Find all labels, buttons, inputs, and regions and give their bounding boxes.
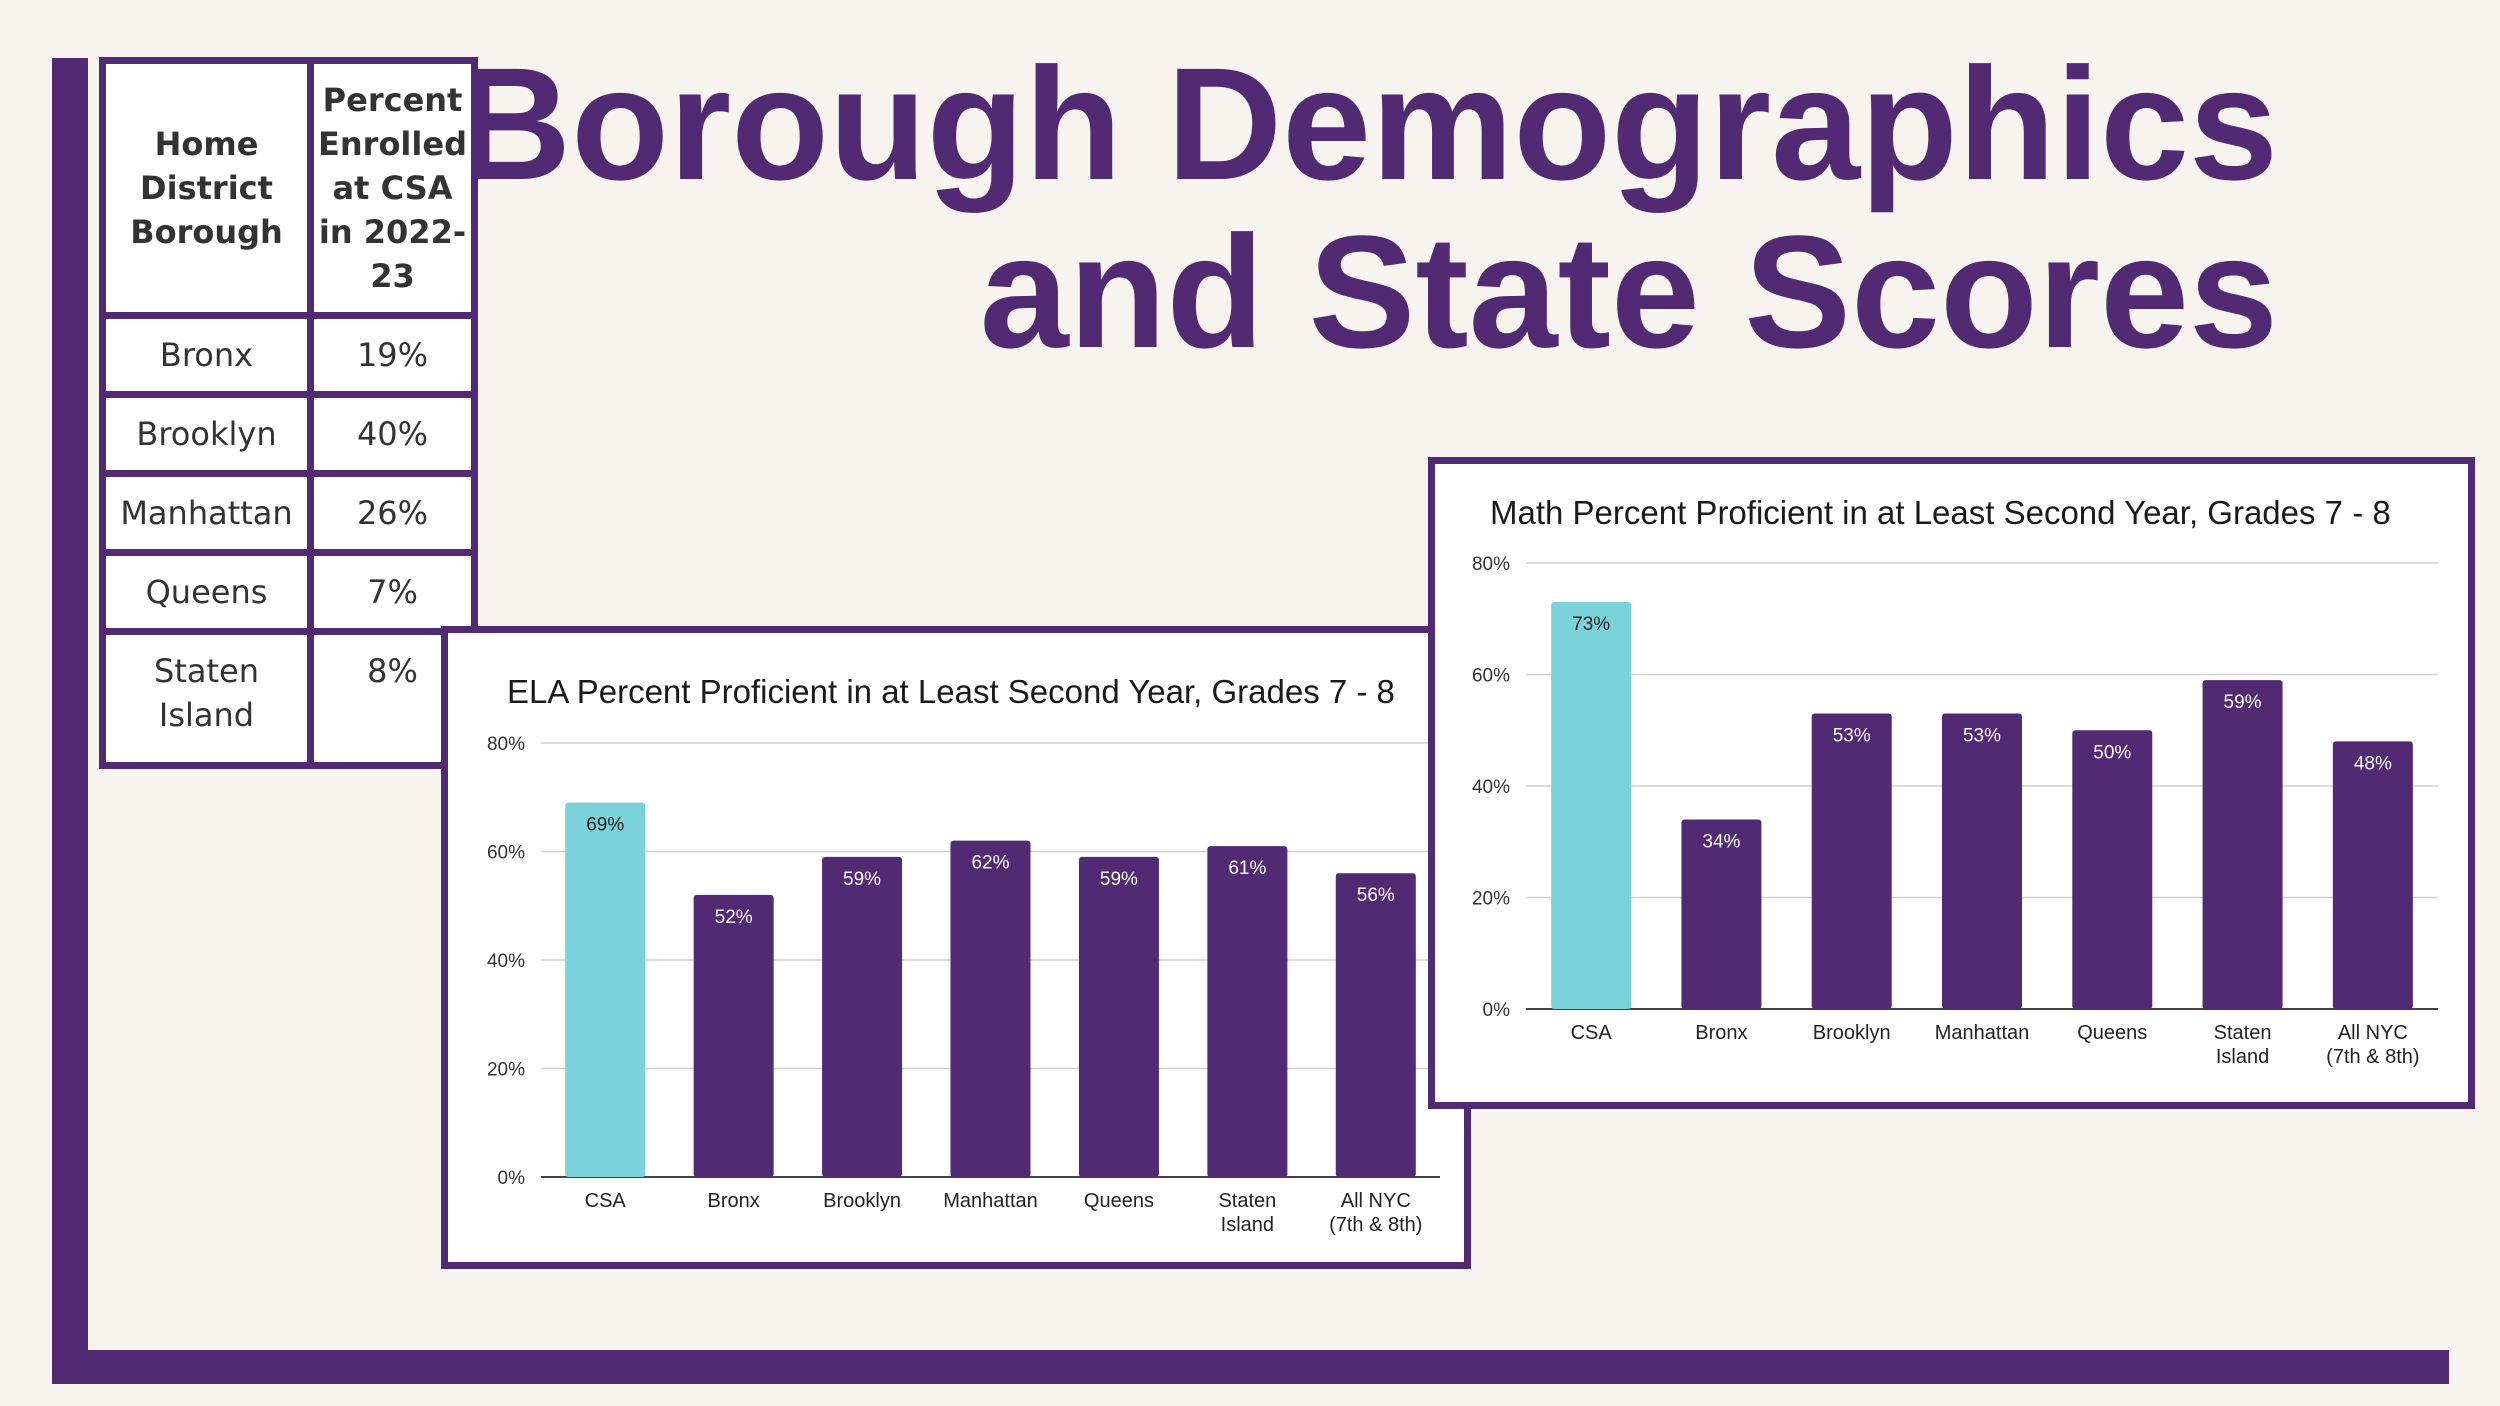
page-title: Borough Demographics and State Scores [456,40,2278,376]
x-tick-label: Island [2216,1046,2269,1068]
borough-cell: Manhattan [99,470,314,556]
bar [1681,819,1762,1009]
borough-cell: Staten Island [99,628,314,769]
bar [1811,713,1892,1009]
table-row: Manhattan 26% [99,470,478,556]
header-percent: Percent Enrolled at CSA in 2022-23 [307,57,478,319]
bar [565,802,646,1177]
x-tick-label: Queens [1084,1190,1154,1212]
bar [1335,873,1416,1177]
y-tick-label: 20% [487,1060,525,1081]
data-label: 62% [971,853,1009,874]
x-tick-label: Manhattan [1935,1022,2030,1044]
ela-bar-chart: ELA Percent Proficient in at Least Secon… [487,673,1440,1236]
bar [2332,741,2413,1009]
left-accent-bar [52,58,88,1384]
x-tick-label: Bronx [708,1190,760,1212]
data-label: 69% [586,815,624,836]
data-label: 59% [2224,692,2262,713]
chart-title: ELA Percent Proficient in at Least Secon… [507,673,1395,710]
header-borough: Home District Borough [99,57,314,319]
percent-cell: 7% [307,549,478,635]
x-tick-label: Island [1221,1214,1274,1236]
percent-cell: 40% [307,391,478,477]
x-tick-label: Manhattan [943,1190,1038,1212]
x-tick-label: Queens [2077,1022,2147,1044]
data-label: 61% [1228,858,1266,879]
bar [1078,856,1159,1177]
x-tick-label: Brooklyn [1813,1022,1891,1044]
x-tick-label: CSA [585,1190,627,1212]
y-tick-label: 20% [1472,889,1510,910]
bar [1207,846,1288,1177]
table-row: Bronx 19% [99,312,478,398]
title-line-2: and State Scores [979,202,2278,381]
table-header-row: Home District Borough Percent Enrolled a… [99,57,478,319]
data-label: 50% [2093,742,2131,763]
x-tick-label: All NYC [1341,1190,1411,1212]
data-label: 53% [1963,726,2001,747]
x-tick-label: CSA [1571,1022,1613,1044]
table-row: Brooklyn 40% [99,391,478,477]
y-tick-label: 80% [487,734,525,755]
bar [1551,602,1632,1009]
bar [2202,680,2283,1009]
data-label: 73% [1572,614,1610,635]
percent-cell: 19% [307,312,478,398]
data-label: 59% [843,869,881,890]
x-tick-label: Staten [2214,1022,2272,1044]
y-tick-label: 0% [498,1168,526,1189]
y-tick-label: 60% [1472,666,1510,687]
table-row: Staten Island 8% [99,628,478,769]
title-line-1: Borough Demographics [455,34,2278,213]
borough-cell: Bronx [99,312,314,398]
table-row: Queens 7% [99,549,478,635]
data-label: 53% [1833,726,1871,747]
chart-title: Math Percent Proficient in at Least Seco… [1490,494,2391,531]
y-tick-label: 40% [1472,777,1510,798]
borough-cell: Queens [99,549,314,635]
bottom-accent-bar [52,1350,2449,1384]
data-label: 48% [2354,753,2392,774]
x-tick-label: (7th & 8th) [1329,1214,1422,1236]
x-tick-label: All NYC [2338,1022,2408,1044]
math-chart-panel: Math Percent Proficient in at Least Seco… [1428,457,2475,1109]
bar [2072,730,2153,1009]
ela-chart-panel: ELA Percent Proficient in at Least Secon… [441,626,1471,1269]
borough-cell: Brooklyn [99,391,314,477]
data-label: 59% [1100,869,1138,890]
bar [693,894,774,1177]
y-tick-label: 0% [1483,1000,1511,1021]
x-tick-label: Bronx [1695,1022,1747,1044]
bar [1942,713,2022,1009]
data-label: 52% [715,907,753,928]
bar [822,856,903,1177]
percent-cell: 26% [307,470,478,556]
x-tick-label: Brooklyn [823,1190,901,1212]
y-tick-label: 40% [487,951,525,972]
enrollment-table: Home District Borough Percent Enrolled a… [99,57,478,769]
x-tick-label: (7th & 8th) [2326,1046,2419,1068]
data-label: 34% [1702,831,1740,852]
y-tick-label: 60% [487,843,525,864]
math-bar-chart: Math Percent Proficient in at Least Seco… [1472,494,2438,1068]
y-tick-label: 80% [1472,554,1510,575]
x-tick-label: Staten [1218,1190,1276,1212]
bar [950,840,1031,1177]
data-label: 56% [1357,885,1395,906]
